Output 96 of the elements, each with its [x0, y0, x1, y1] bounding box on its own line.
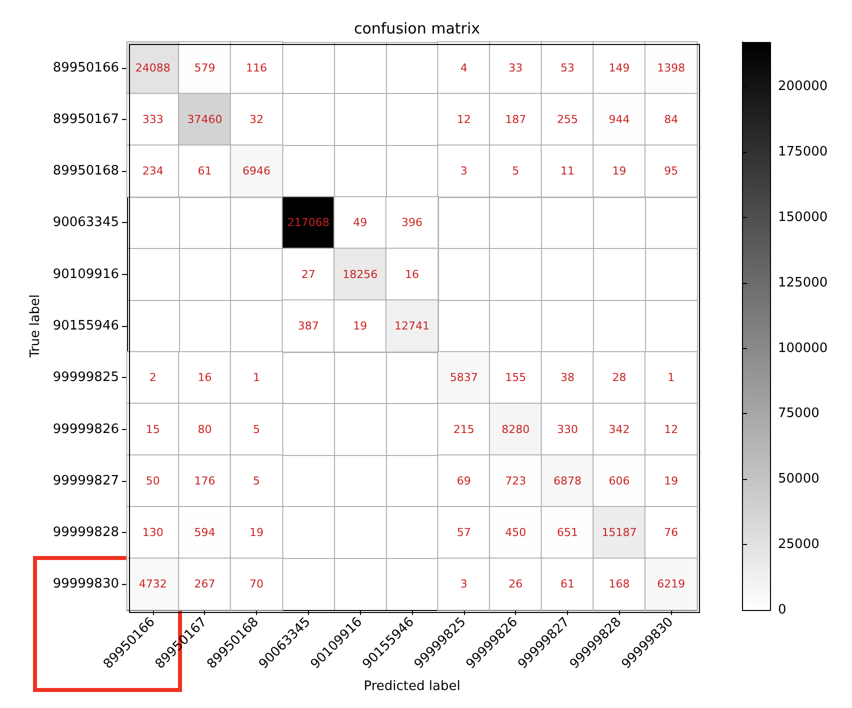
color-bar-label: 125000: [778, 275, 828, 290]
data-label: 255: [556, 112, 578, 126]
data-label: 12: [664, 422, 678, 436]
data-label: 651: [556, 526, 578, 540]
data-label: 11: [560, 164, 574, 178]
data-label: 4732: [138, 578, 167, 591]
data-label: 6878: [553, 474, 582, 488]
data-label: 1: [253, 371, 260, 384]
data-label: 5: [253, 422, 260, 436]
data-label: 1398: [657, 61, 686, 74]
y-axis-title: True label: [28, 294, 43, 359]
y-tick-label: 89950168: [52, 164, 119, 179]
data-label: 19: [353, 320, 368, 332]
data-label: 95: [664, 164, 678, 178]
data-label: 24088: [135, 61, 170, 74]
data-label: 215: [453, 422, 474, 436]
data-label: 27: [301, 268, 316, 281]
data-label: 594: [194, 526, 216, 540]
data-label: 69: [456, 474, 471, 488]
data-label: 28: [612, 371, 626, 384]
data-label: 53: [560, 61, 574, 74]
color-bar-label: 175000: [778, 144, 828, 160]
data-label: 234: [142, 164, 164, 178]
data-label: 16: [198, 371, 212, 384]
data-label: 19: [664, 474, 678, 488]
data-label: 155: [505, 371, 526, 384]
data-label: 1: [668, 371, 675, 384]
y-tick-label: 99999825: [52, 370, 119, 386]
data-label: 723: [505, 474, 526, 488]
data-label: 18256: [342, 268, 378, 281]
color-bar-label: 75000: [778, 406, 820, 422]
data-label: 12: [456, 112, 471, 126]
data-label: 5: [512, 164, 520, 178]
data-label: 61: [560, 578, 574, 591]
y-tick-label: 90155946: [52, 318, 119, 334]
data-label: 19: [612, 164, 626, 178]
data-label: 16: [405, 268, 419, 281]
y-tick-label: 99999830: [52, 576, 119, 592]
data-label: 26: [508, 578, 523, 591]
data-label: 6946: [242, 164, 271, 178]
data-label: 116: [246, 61, 268, 74]
y-tick-label: 89950167: [52, 112, 119, 127]
data-label: 606: [608, 474, 630, 488]
y-tick-label: 90063345: [52, 215, 119, 230]
data-label: 4: [460, 61, 468, 74]
data-label: 49: [353, 216, 368, 230]
data-label: 5: [253, 474, 260, 488]
data-label: 149: [608, 61, 630, 74]
data-label: 5837: [450, 371, 478, 384]
data-label: 3: [460, 578, 468, 591]
data-label: 342: [608, 422, 630, 436]
data-label: 3: [460, 164, 468, 178]
data-label: 333: [142, 112, 164, 126]
y-tick-label: 89950166: [52, 60, 119, 76]
color-bar-label: 200000: [778, 79, 828, 94]
data-label: 15: [146, 422, 160, 436]
color-bar-label: 25000: [778, 537, 820, 552]
y-tick-label: 99999826: [52, 422, 119, 437]
data-label: 267: [194, 578, 216, 591]
data-label: 396: [402, 216, 422, 230]
data-label: 76: [664, 526, 678, 540]
color-bar-label: 50000: [778, 472, 820, 487]
data-label: 57: [456, 526, 471, 540]
data-label: 168: [608, 578, 630, 591]
chart-title: confusion matrix: [354, 20, 480, 38]
y-tick-label: 99999827: [52, 473, 119, 488]
color-bar-label: 0: [778, 602, 786, 618]
x-axis-title: Predicted label: [364, 679, 460, 694]
data-label: 70: [250, 578, 264, 591]
data-label: 217068: [287, 216, 330, 230]
data-label: 33: [508, 61, 523, 74]
data-label: 6219: [657, 578, 686, 591]
data-label: 50: [146, 474, 160, 488]
y-tick-label: 99999828: [52, 525, 119, 540]
data-label: 330: [556, 422, 578, 436]
data-label: 12741: [394, 320, 430, 332]
data-label: 61: [198, 164, 212, 178]
data-label: 37460: [187, 112, 222, 126]
data-label: 80: [198, 422, 212, 436]
data-label: 2: [149, 371, 156, 384]
data-label: 387: [298, 320, 319, 332]
color-bar-label: 150000: [778, 210, 828, 225]
color-bar-label: 100000: [778, 340, 828, 356]
data-label: 32: [250, 112, 264, 126]
data-label: 84: [664, 112, 678, 126]
data-label: 130: [142, 526, 164, 540]
data-label: 176: [194, 474, 216, 488]
data-label: 187: [505, 112, 526, 126]
data-label: 450: [505, 526, 526, 540]
data-label: 15187: [602, 526, 637, 540]
data-label: 944: [608, 112, 630, 126]
data-label: 579: [194, 61, 216, 74]
data-label: 19: [250, 526, 264, 540]
data-label: 38: [560, 371, 574, 384]
y-tick-label: 90109916: [52, 266, 119, 282]
data-label: 8280: [502, 422, 530, 436]
